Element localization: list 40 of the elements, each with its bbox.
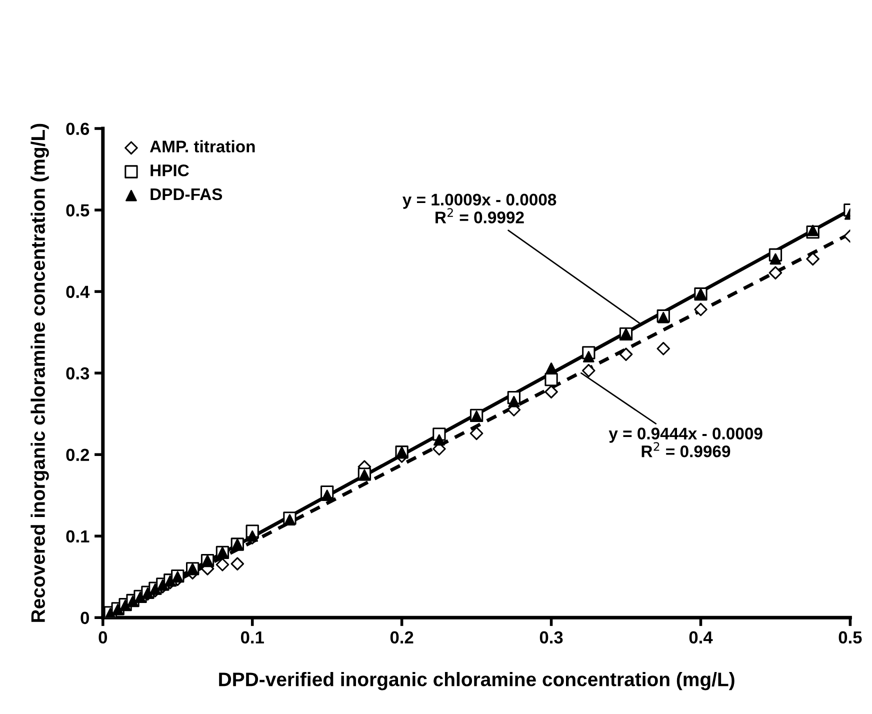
point	[768, 266, 782, 280]
x-tick-label: 0.3	[540, 631, 563, 644]
point	[619, 348, 633, 361]
x-axis-title: DPD-verified inorganic chloramine concentration (mg/L)	[219, 672, 734, 690]
point	[544, 373, 558, 386]
point	[807, 224, 819, 236]
point	[246, 530, 258, 542]
x-tick-label: 0.4	[689, 631, 713, 644]
point	[544, 385, 558, 398]
point	[546, 362, 557, 374]
y-tick-label: 0.6	[66, 122, 90, 135]
x-tick-label: 0	[98, 631, 108, 644]
x-tick-label: 0.1	[240, 631, 264, 644]
point	[470, 426, 484, 440]
point	[434, 434, 445, 446]
point	[508, 396, 520, 408]
legend-label: HPIC	[150, 164, 189, 176]
point	[694, 302, 708, 316]
y-tick-label: 0.2	[66, 448, 90, 462]
legend-label: DPD-FAS	[150, 188, 222, 200]
y-tick-label: 0.4	[66, 286, 90, 298]
y-axis-title: Recovered inorganic chloramine concentration (mg/L)	[30, 124, 49, 622]
point	[321, 490, 333, 502]
point	[582, 364, 596, 378]
point	[770, 253, 782, 265]
point	[230, 557, 244, 570]
point	[582, 351, 594, 362]
point	[658, 312, 670, 324]
point	[216, 558, 230, 572]
annotation: y = 1.0009x - 0.0008 R$^{2}$ = 0.9992	[402, 194, 556, 224]
x-tick-label: 0.5	[838, 631, 862, 644]
y-tick-label: 0.5	[66, 204, 90, 216]
point	[284, 514, 296, 526]
x-tick-label: 0.2	[390, 631, 414, 644]
annotation: y = 0.9444x - 0.0009 R$^{2}$ = 0.9969	[608, 428, 762, 458]
y-tick-label: 0.1	[66, 530, 90, 543]
legend-label: AMP. titration	[150, 140, 255, 152]
point	[656, 342, 670, 356]
y-tick-label: 0	[80, 612, 89, 624]
y-tick-label: 0.3	[66, 367, 90, 380]
